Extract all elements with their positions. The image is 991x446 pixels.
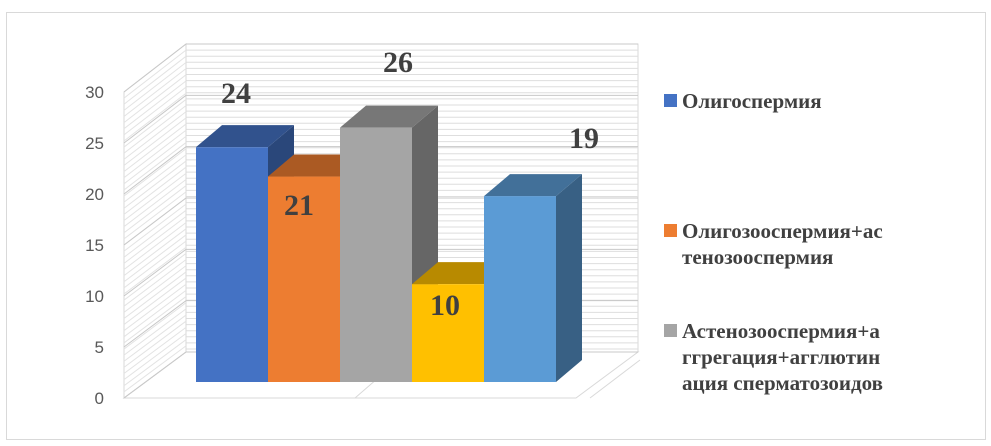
side-wall-hatch-line (123, 68, 187, 117)
side-wall-hatch-line (123, 302, 187, 350)
side-wall-hatch-line (123, 179, 187, 228)
side-wall-hatch-line (123, 166, 187, 215)
gridline-side (123, 300, 187, 348)
bar-4 (412, 284, 484, 382)
data-label-3: 26 (383, 46, 413, 79)
floor-edge-right (589, 359, 641, 399)
side-wall-hatch-line (123, 62, 187, 111)
y-tick-label: 5 (95, 338, 104, 357)
side-wall-hatch-line (123, 191, 187, 240)
side-wall-hatch-line (123, 345, 187, 393)
side-wall-hatch-line (123, 148, 187, 197)
side-wall-hatch-line (123, 259, 187, 307)
bar-top-1 (196, 125, 294, 148)
side-wall-hatch-line (123, 185, 187, 234)
gridline-side (123, 146, 187, 195)
legend-swatch-3 (664, 324, 677, 337)
data-label-4: 10 (430, 289, 460, 322)
legend-label-2: Олигозооспермия+ас тенозооспермия (682, 219, 883, 269)
side-wall-hatch-line (123, 203, 187, 252)
side-wall-hatch-line (123, 80, 187, 130)
bar-top-3 (340, 105, 438, 128)
side-wall-hatch-line (123, 209, 187, 258)
side-wall-hatch-line (123, 216, 187, 264)
side-wall-hatch-line (123, 339, 187, 387)
side-wall-hatch-line (123, 228, 187, 276)
side-wall-hatch-line (123, 296, 187, 344)
side-wall-hatch-line (123, 86, 187, 136)
side-wall-hatch-line (123, 246, 187, 295)
legend-label-3: Астенозооспермия+а ггрегация+агглютин ац… (682, 319, 883, 395)
y-tick-label: 10 (85, 287, 104, 306)
side-wall-hatch-line (123, 92, 187, 142)
data-label-5: 19 (569, 122, 599, 155)
side-wall-hatch-line (123, 55, 187, 105)
bar-side-5 (556, 174, 582, 382)
side-wall-hatch-line (123, 99, 187, 148)
gridline-side (123, 94, 187, 144)
bar-5 (484, 196, 556, 382)
gridline-side (123, 351, 187, 399)
side-wall-hatch-line (123, 333, 187, 381)
bar-3 (340, 127, 412, 382)
side-wall-hatch-line (123, 136, 187, 185)
side-wall-hatch-line (123, 234, 187, 283)
legend-swatch-1 (664, 94, 677, 107)
gridline-side (123, 248, 187, 297)
legend-swatch-2 (664, 224, 677, 237)
y-tick-label: 25 (85, 134, 104, 153)
side-wall-hatch-line (123, 142, 187, 191)
side-wall-hatch-line (123, 320, 187, 368)
side-wall-hatch-line (123, 105, 187, 154)
side-wall-hatch-line (123, 253, 187, 301)
y-tick-label: 0 (95, 389, 104, 408)
side-wall-hatch-line (123, 314, 187, 362)
side-wall-hatch-line (123, 271, 187, 319)
side-wall-hatch-line (123, 283, 187, 332)
side-wall-hatch-line (123, 277, 187, 325)
side-wall-hatch-line (123, 111, 187, 160)
side-wall-hatch-line (123, 308, 187, 356)
side-wall-hatch-line (123, 222, 187, 270)
side-wall-hatch-line (123, 74, 187, 123)
side-wall-hatch-line (123, 160, 187, 209)
side-wall-hatch-line (123, 123, 187, 172)
side-wall-hatch-line (123, 326, 187, 374)
y-tick-label: 20 (85, 185, 104, 204)
y-tick-label: 30 (85, 83, 104, 102)
bar-1 (196, 147, 268, 382)
side-wall-hatch-line (123, 117, 187, 166)
data-label-1: 24 (221, 77, 251, 110)
y-tick-label: 15 (85, 236, 104, 255)
side-wall-hatch-line (123, 289, 187, 338)
bar-top-5 (484, 174, 582, 197)
side-wall-hatch-line (123, 49, 187, 99)
side-wall-hatch-line (123, 129, 187, 179)
bar-2 (268, 176, 340, 382)
side-wall-hatch-line (123, 265, 187, 313)
side-wall-hatch-line (123, 154, 187, 203)
data-label-2: 21 (284, 189, 314, 222)
gridline-side (123, 43, 187, 93)
side-wall-hatch-line (123, 172, 187, 221)
legend-label-1: Олигоспермия (682, 89, 822, 113)
gridline-side (123, 197, 187, 246)
side-wall-hatch-line (123, 240, 187, 289)
